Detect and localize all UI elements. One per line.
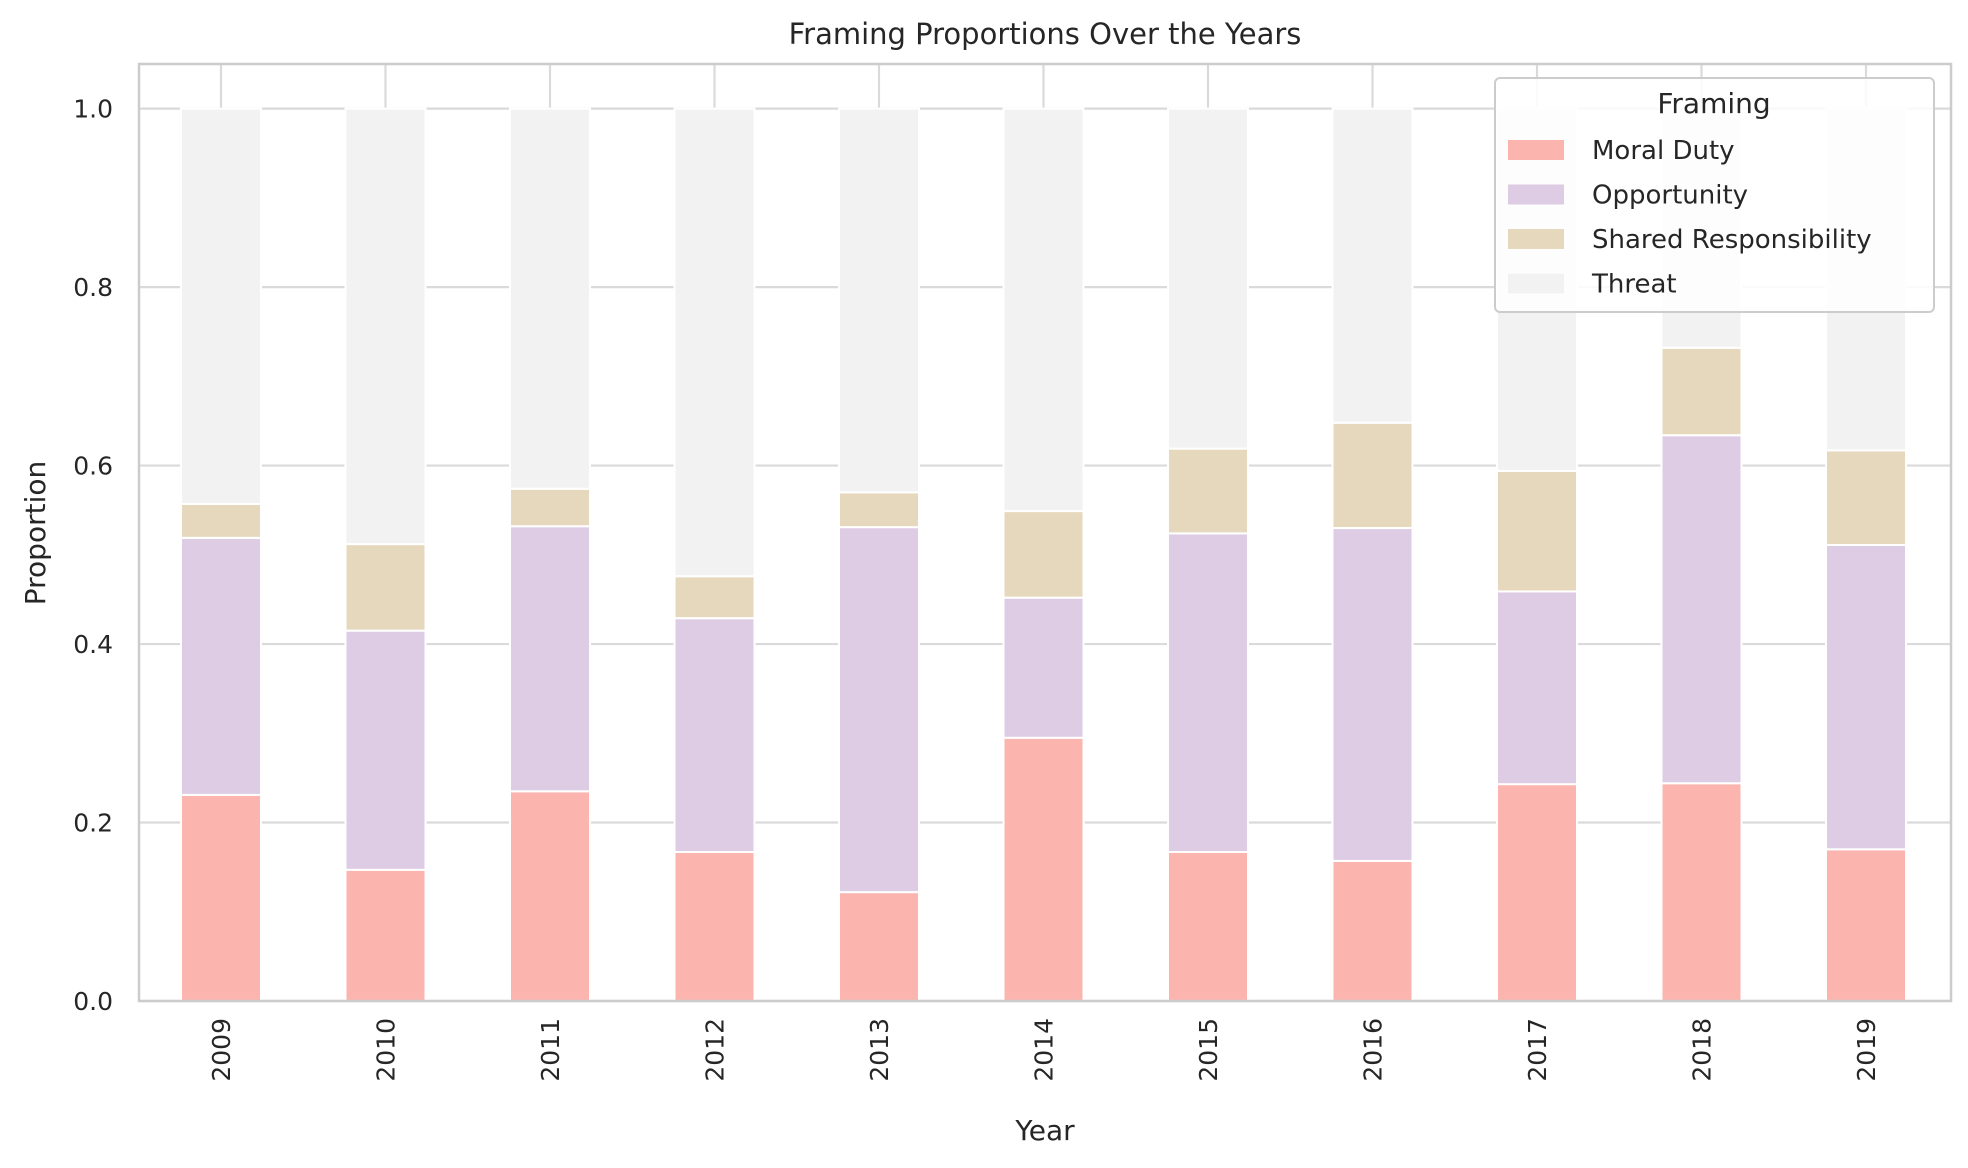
- legend-box: [1494, 77, 1935, 313]
- x-tick-label: 2013: [865, 1018, 894, 1082]
- bar-segment-threat-2010: [344, 107, 427, 546]
- bar-segment-moral-duty-2014: [1002, 736, 1085, 1002]
- x-tick-label: 2010: [372, 1018, 401, 1082]
- bar-segment-shared-responsibility-2016: [1331, 421, 1414, 530]
- legend-swatch-moral-duty: [1508, 140, 1564, 160]
- bar-segment-opportunity-2013: [838, 526, 920, 894]
- bar-segment-shared-responsibility-2013: [838, 491, 920, 529]
- legend-label: Moral Duty: [1592, 136, 1735, 166]
- x-tick-label: 2012: [701, 1018, 730, 1082]
- bar-segment-threat-2013: [838, 107, 920, 494]
- x-tick-label: 2016: [1359, 1018, 1388, 1082]
- y-axis-title: Proportion: [19, 461, 52, 605]
- x-tick-label: 2009: [207, 1018, 236, 1082]
- x-tick-labels: 2009 2010 2011 2012 2013 2014 2015 2016 2017 2018…: [207, 1018, 1881, 1082]
- y-tick-label: 0.6: [73, 452, 113, 481]
- bar-segment-moral-duty-2012: [673, 850, 756, 1002]
- bar-segment-opportunity-2018: [1660, 434, 1743, 785]
- plot-frame: [137, 62, 1953, 1003]
- bar-segment-moral-duty-2018: [1660, 782, 1743, 1002]
- y-tick-label: 0.8: [73, 273, 113, 302]
- legend-swatch-shared-responsibility: [1508, 229, 1564, 249]
- bar-segment-shared-responsibility-2018: [1660, 346, 1743, 437]
- bar-segment-opportunity-2014: [1002, 596, 1085, 739]
- bar-segment-moral-duty-2013: [838, 891, 920, 1002]
- legend-swatch-opportunity: [1508, 184, 1564, 205]
- bar-segment-moral-duty-2016: [1331, 859, 1414, 1002]
- bars: [180, 107, 1907, 1002]
- bar-segment-moral-duty-2017: [1496, 783, 1578, 1002]
- bar-segment-threat-2015: [1167, 107, 1249, 450]
- bar-segment-shared-responsibility-2010: [344, 543, 427, 632]
- x-tick-label: 2015: [1194, 1018, 1223, 1082]
- x-tick-label: 2014: [1030, 1018, 1059, 1082]
- x-tick-label: 2018: [1688, 1018, 1717, 1082]
- bar-segment-opportunity-2011: [509, 525, 591, 793]
- bar-segment-moral-duty-2011: [509, 790, 591, 1002]
- bar-segment-moral-duty-2015: [1167, 850, 1249, 1002]
- bar-segment-shared-responsibility-2011: [509, 487, 591, 528]
- bar-segment-threat-2016: [1331, 107, 1414, 424]
- bar-segment-moral-duty-2019: [1825, 848, 1907, 1002]
- bar-segment-opportunity-2019: [1825, 543, 1907, 851]
- bar-segment-threat-2014: [1002, 107, 1085, 513]
- bar-segment-shared-responsibility-2017: [1496, 469, 1578, 593]
- y-tick-label: 0.0: [73, 987, 113, 1016]
- x-axis-title: Year: [1014, 1114, 1075, 1147]
- bar-segment-opportunity-2016: [1331, 527, 1414, 862]
- bar-segment-shared-responsibility-2012: [673, 575, 756, 620]
- bar-segment-moral-duty-2010: [344, 868, 427, 1002]
- legend-label: Opportunity: [1592, 181, 1748, 211]
- bar-segment-shared-responsibility-2009: [180, 502, 262, 539]
- bar-segment-shared-responsibility-2019: [1825, 449, 1907, 546]
- y-tick-label: 0.4: [73, 630, 113, 659]
- legend: Framing Moral Duty Opportunity Shared Resp…: [1494, 77, 1935, 313]
- bar-segment-moral-duty-2009: [180, 793, 262, 1002]
- bar-segment-opportunity-2009: [180, 536, 262, 796]
- bar-segment-shared-responsibility-2014: [1002, 510, 1085, 599]
- bar-segment-opportunity-2017: [1496, 590, 1578, 786]
- bar-segment-threat-2009: [180, 107, 262, 505]
- bar-segment-opportunity-2015: [1167, 532, 1249, 853]
- legend-label: Shared Responsibility: [1592, 225, 1872, 255]
- y-tick-labels: 0.0 0.2 0.4 0.6 0.8 1.0: [73, 95, 113, 1016]
- x-tick-label: 2017: [1523, 1018, 1552, 1082]
- chart-title: Framing Proportions Over the Years: [789, 17, 1302, 51]
- y-tick-label: 1.0: [73, 95, 113, 124]
- bar-segment-threat-2012: [673, 107, 756, 578]
- bar-segment-threat-2011: [509, 107, 591, 490]
- bar-segment-opportunity-2010: [344, 629, 427, 871]
- x-tick-label: 2019: [1852, 1018, 1881, 1082]
- x-tick-label: 2011: [536, 1018, 565, 1082]
- legend-swatch-threat: [1508, 273, 1564, 294]
- bar-segment-opportunity-2012: [673, 617, 756, 853]
- legend-title: Framing: [1657, 87, 1770, 120]
- bar-segment-shared-responsibility-2015: [1167, 447, 1249, 535]
- legend-label: Threat: [1591, 270, 1677, 300]
- y-tick-label: 0.2: [73, 809, 113, 838]
